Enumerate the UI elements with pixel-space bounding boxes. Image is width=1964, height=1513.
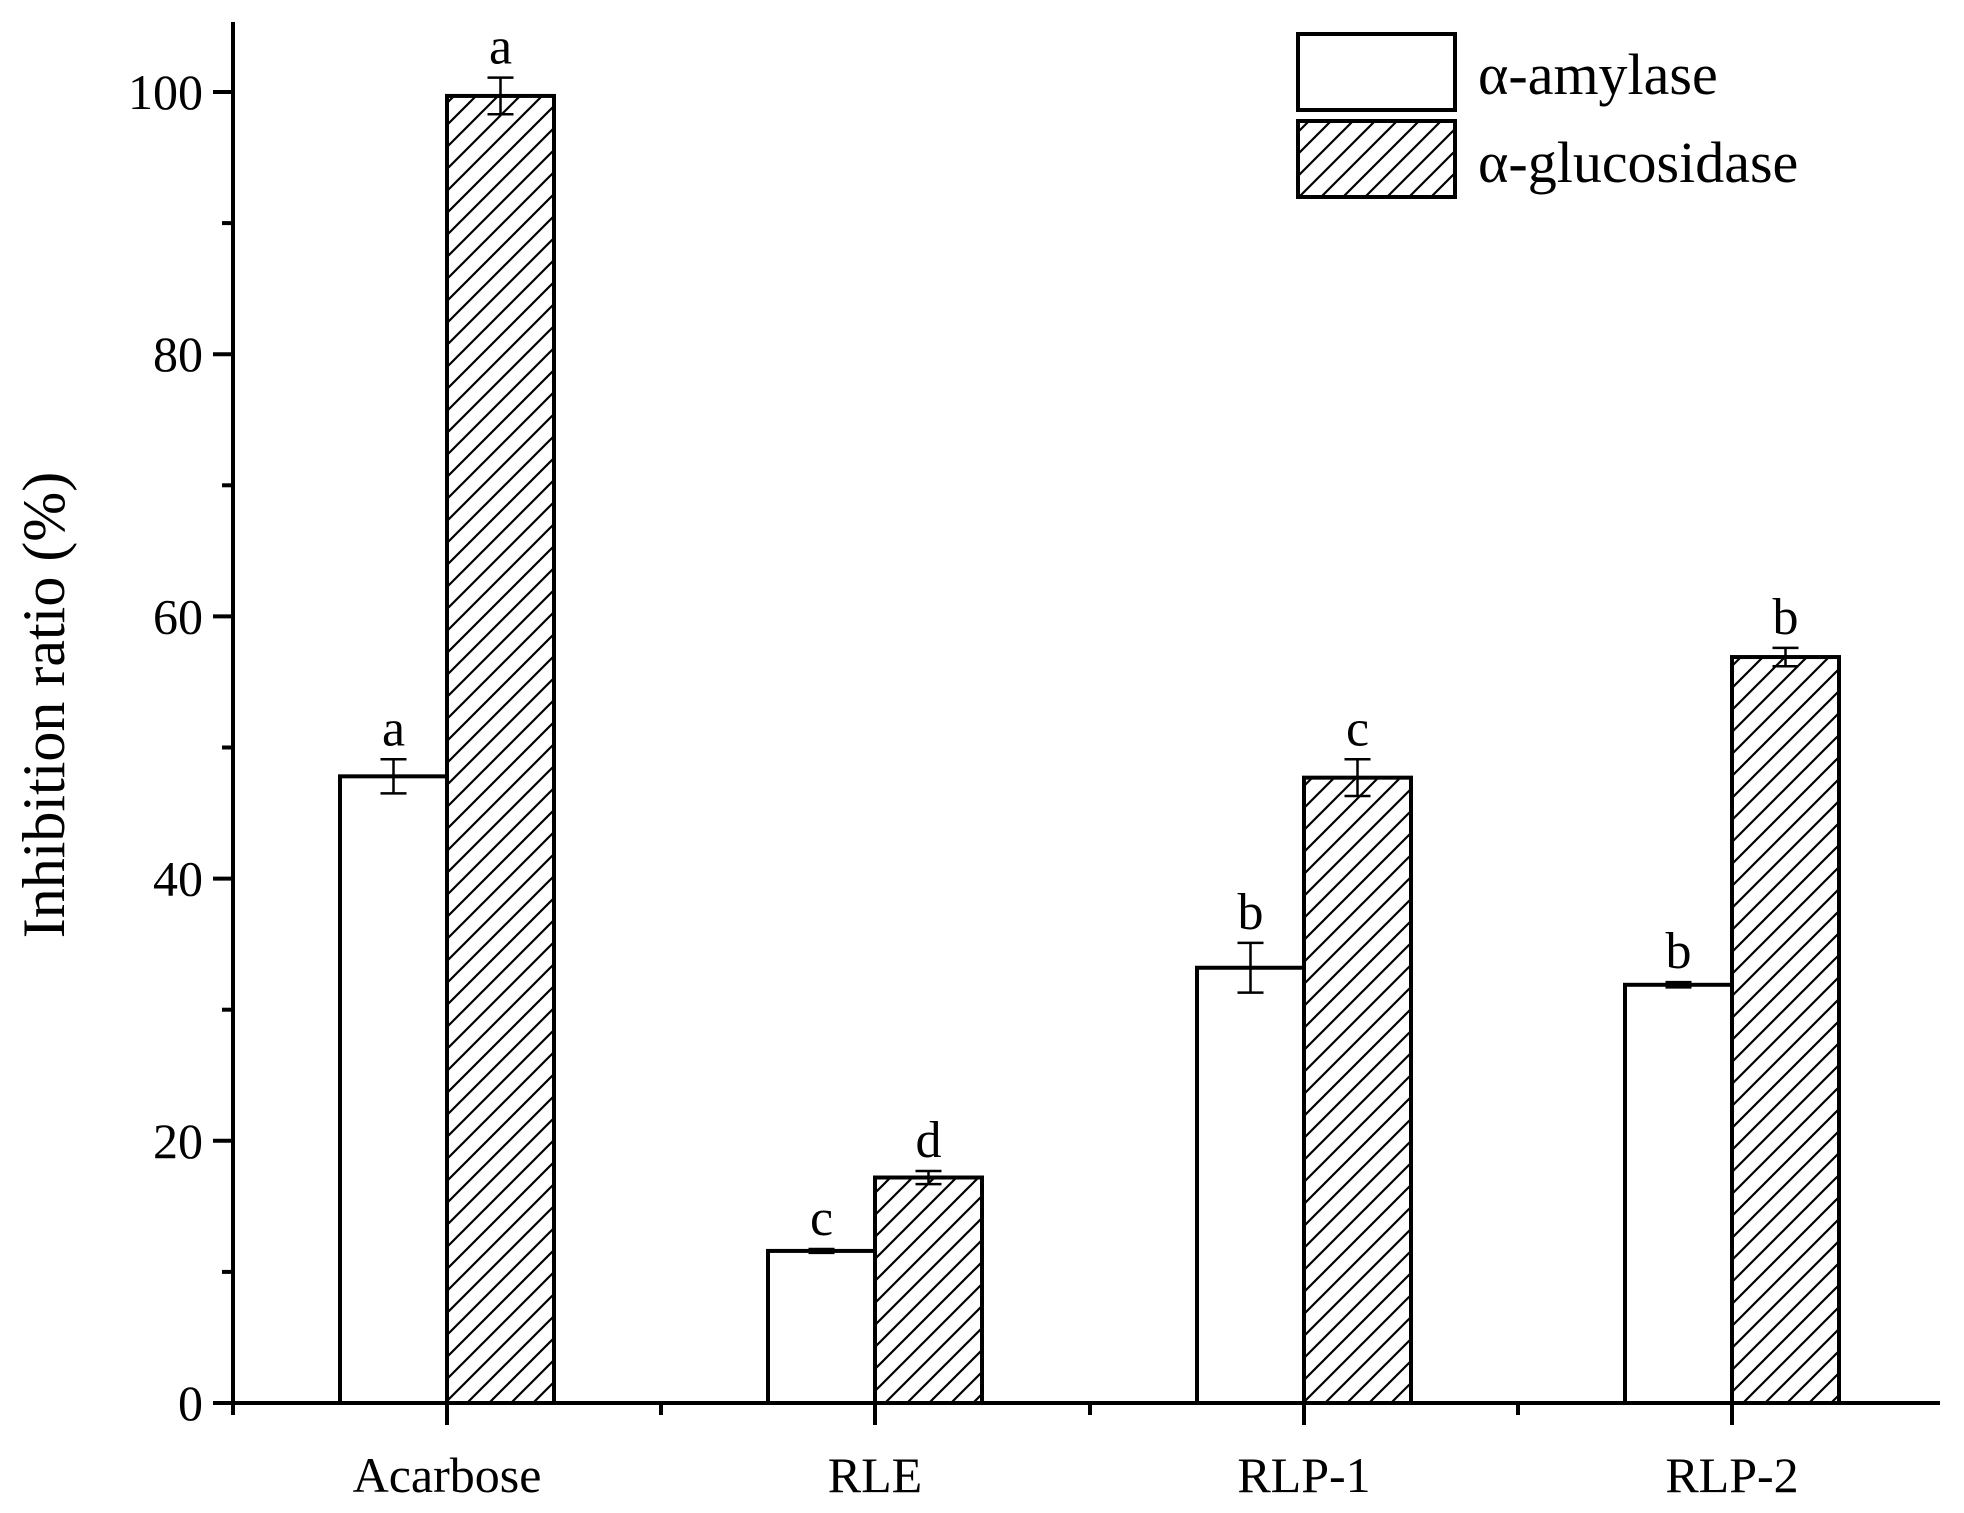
y-tick-label: 60 bbox=[153, 588, 203, 644]
bar-alpha-glucosidase-rlp-1 bbox=[1302, 775, 1413, 1405]
legend-label-alpha-amylase: α-amylase bbox=[1478, 42, 1718, 107]
error-bar-alpha-glucosidase-rle bbox=[915, 1169, 942, 1186]
y-tick-label: 100 bbox=[128, 64, 203, 120]
legend-swatch-alpha-glucosidase bbox=[1296, 119, 1457, 199]
bar-alpha-amylase-rlp-1 bbox=[1195, 965, 1306, 1405]
legend-label-alpha-glucosidase: α-glucosidase bbox=[1478, 130, 1798, 195]
significance-letter-alpha-glucosidase-rlp-2: b bbox=[1773, 589, 1799, 646]
error-bar-alpha-amylase-rle bbox=[808, 1247, 835, 1255]
y-axis-title: Inhibition ratio (%) bbox=[11, 472, 77, 939]
error-bar-alpha-amylase-rlp-1 bbox=[1237, 941, 1264, 994]
significance-letter-alpha-amylase-rle: c bbox=[810, 1190, 833, 1247]
error-bar-alpha-amylase-rlp-2 bbox=[1665, 980, 1692, 989]
bar-alpha-amylase-rlp-2 bbox=[1623, 982, 1734, 1406]
bar-alpha-glucosidase-acarbose bbox=[445, 93, 556, 1406]
significance-letter-alpha-glucosidase-rle: d bbox=[916, 1112, 942, 1169]
error-bar-alpha-glucosidase-rlp-1 bbox=[1344, 758, 1371, 798]
significance-letter-alpha-glucosidase-acarbose: a bbox=[489, 19, 512, 76]
significance-letter-alpha-glucosidase-rlp-1: c bbox=[1346, 700, 1369, 757]
legend: α-amylase α-glucosidase bbox=[1296, 32, 1798, 199]
bar-alpha-amylase-acarbose bbox=[338, 774, 449, 1405]
error-bar-alpha-glucosidase-acarbose bbox=[487, 76, 514, 116]
bar-alpha-amylase-rle bbox=[766, 1248, 877, 1405]
significance-letter-alpha-amylase-rlp-2: b bbox=[1666, 923, 1692, 980]
y-tick-label: 0 bbox=[178, 1375, 203, 1431]
x-tick-label-rlp-1: RLP-1 bbox=[1237, 1447, 1370, 1503]
axes-layer bbox=[213, 22, 1940, 1425]
tick-labels-layer: 0 20 40 60 80 100 Acarbose RLE RLP-1 RLP-2 bbox=[128, 64, 1799, 1503]
legend-swatch-alpha-amylase bbox=[1296, 32, 1457, 112]
bar-alpha-glucosidase-rle bbox=[873, 1175, 984, 1406]
y-tick-label: 20 bbox=[153, 1113, 203, 1169]
bars-layer bbox=[338, 93, 1841, 1406]
significance-letter-alpha-amylase-rlp-1: b bbox=[1238, 884, 1264, 941]
significance-letter-alpha-amylase-acarbose: a bbox=[382, 700, 405, 757]
y-tick-label: 80 bbox=[153, 326, 203, 382]
significance-letters-layer: a c b b a d c b bbox=[382, 19, 1799, 1247]
error-bar-alpha-glucosidase-rlp-2 bbox=[1772, 646, 1799, 668]
bar-alpha-glucosidase-rlp-2 bbox=[1730, 655, 1841, 1405]
x-tick-label-rle: RLE bbox=[828, 1447, 922, 1503]
x-tick-label-acarbose: Acarbose bbox=[353, 1447, 542, 1503]
error-bar-alpha-amylase-acarbose bbox=[380, 758, 407, 795]
x-tick-label-rlp-2: RLP-2 bbox=[1665, 1447, 1798, 1503]
y-tick-label: 40 bbox=[153, 851, 203, 907]
error-bars-layer bbox=[380, 76, 1799, 1255]
